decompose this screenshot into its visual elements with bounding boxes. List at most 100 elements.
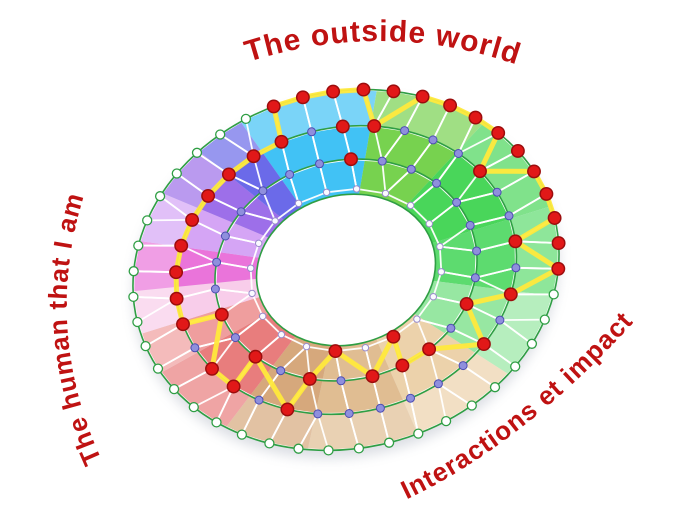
red-node	[201, 188, 216, 203]
mesh-node	[240, 113, 252, 125]
mesh-node	[510, 361, 521, 372]
red-node	[539, 186, 554, 201]
red-node	[335, 119, 350, 134]
sector-salmon	[160, 313, 296, 428]
sector-indigo	[198, 121, 302, 221]
sector-tan-light	[376, 313, 509, 434]
mesh-node	[383, 437, 395, 448]
mesh-node	[271, 217, 279, 225]
mesh-node	[489, 382, 501, 393]
mesh-node	[211, 417, 222, 428]
red-node	[415, 89, 430, 104]
red-node	[547, 211, 562, 225]
mesh-node	[322, 188, 331, 197]
mesh-node	[190, 343, 200, 353]
mesh-node	[526, 338, 538, 349]
label-human-that-i-am: The human that I am	[43, 189, 108, 470]
mesh-node	[352, 185, 361, 193]
red-node	[226, 379, 241, 394]
mesh-node	[353, 443, 365, 454]
red-node	[503, 287, 518, 302]
red-node	[508, 234, 523, 249]
mesh-node	[504, 211, 514, 221]
mesh-node	[133, 240, 144, 251]
mesh-node	[406, 393, 415, 403]
mesh-node	[323, 445, 334, 456]
red-node	[344, 152, 358, 167]
red-node	[443, 98, 458, 113]
mesh-node	[437, 268, 445, 276]
mesh-node	[313, 409, 323, 419]
red-node	[176, 317, 190, 332]
mesh-node	[413, 428, 424, 439]
red-node	[326, 84, 341, 99]
red-node	[246, 149, 261, 164]
label-outside-world-text: The outside world	[241, 15, 524, 71]
red-node	[386, 329, 401, 344]
mesh-node	[400, 126, 410, 136]
mesh-node	[432, 178, 441, 188]
red-node	[395, 358, 410, 373]
mesh-node	[285, 170, 295, 179]
mesh-node	[466, 400, 477, 411]
sector-tan	[307, 338, 418, 451]
mesh-node	[171, 168, 182, 179]
mesh-node	[413, 315, 421, 323]
red-node	[248, 349, 263, 364]
red-node	[205, 361, 219, 376]
mesh-node	[247, 264, 255, 272]
mesh-node	[254, 395, 264, 405]
red-node	[422, 342, 437, 357]
mesh-node	[433, 379, 443, 389]
red-node	[295, 90, 310, 105]
red-node	[527, 164, 541, 179]
mesh-node	[470, 273, 480, 283]
mesh-node	[425, 220, 433, 228]
mesh-node	[191, 147, 203, 158]
red-node	[551, 261, 566, 276]
red-node	[266, 99, 281, 114]
mesh-node	[259, 312, 267, 320]
mesh-node	[236, 429, 248, 440]
red-node	[185, 212, 200, 227]
mesh-node	[264, 438, 275, 449]
mesh-node	[436, 242, 444, 251]
red-node	[459, 297, 474, 311]
red-node	[491, 125, 506, 140]
mesh-node	[294, 199, 303, 208]
sector-salmon-light	[140, 296, 269, 373]
red-node	[214, 307, 229, 322]
mesh-nodes	[128, 82, 566, 456]
mesh-node	[452, 197, 462, 207]
mesh-node	[210, 284, 220, 294]
mesh-node	[128, 291, 139, 303]
red-node	[468, 110, 483, 125]
red-node	[174, 238, 189, 253]
red-node	[328, 344, 343, 359]
mesh-node	[539, 314, 550, 325]
mesh-node	[446, 323, 456, 333]
mesh-node	[248, 289, 256, 298]
sector-green-pale	[414, 280, 554, 375]
mesh-node	[276, 366, 286, 376]
red-node	[169, 291, 184, 306]
mesh-node	[154, 191, 166, 202]
mesh-node	[140, 340, 151, 352]
mesh-node	[495, 315, 505, 325]
mesh-node	[428, 135, 438, 145]
sector-yellow-green	[359, 89, 484, 209]
red-node	[473, 164, 487, 179]
mesh-node	[344, 409, 354, 418]
mesh-node	[336, 376, 346, 386]
mesh-node	[215, 129, 226, 140]
mesh-node	[142, 215, 153, 226]
sector-orchid	[133, 241, 260, 292]
mesh-node	[168, 383, 180, 395]
mesh-node	[293, 443, 304, 454]
mesh-node	[492, 187, 502, 197]
mesh-node	[258, 186, 268, 196]
red-node	[169, 265, 184, 280]
mesh-node	[511, 263, 521, 273]
